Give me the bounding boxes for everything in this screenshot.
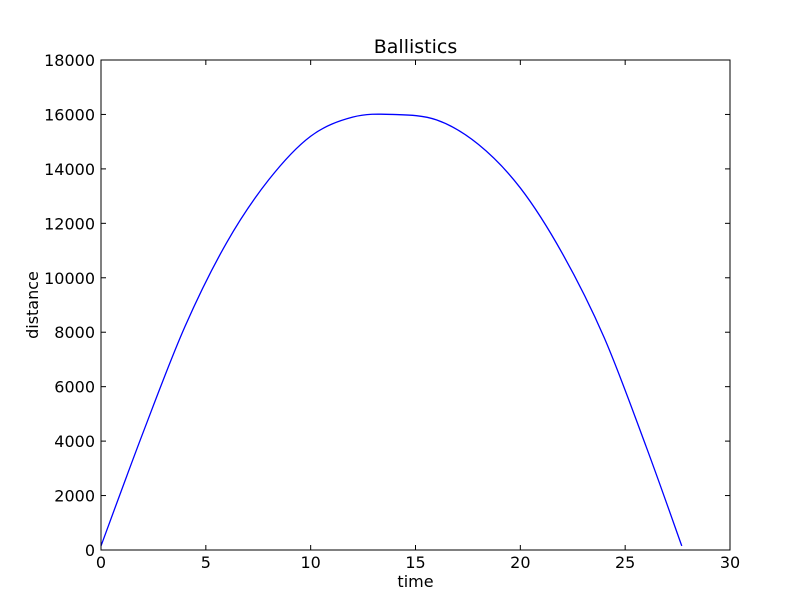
series-line [100,113,683,547]
y-tick-label: 10000 [44,269,95,288]
x-tick-label: 10 [300,553,320,572]
x-tick-label: 30 [720,553,740,572]
tick-labels: 0 5 10 15 20 25 30 0 2000 4000 6000 8000 10000 12000 1… [44,51,740,572]
x-tick-label: 25 [615,553,635,572]
y-tick-label: 0 [85,541,95,560]
y-tick-label: 6000 [54,378,95,397]
y-tick-label: 12000 [44,214,95,233]
chart-title: Ballistics [374,36,458,58]
x-axis-label: time [397,572,433,591]
y-axis-label: distance [23,271,42,339]
y-tick-label: 18000 [44,51,95,70]
x-tick-label: 5 [201,553,211,572]
y-tick-label: 4000 [54,432,95,451]
x-tick-label: 15 [405,553,425,572]
y-tick-label: 8000 [54,323,95,342]
x-tick-label: 0 [96,553,106,572]
y-tick-label: 16000 [44,105,95,124]
y-tick-label: 2000 [54,487,95,506]
x-tick-label: 20 [510,553,530,572]
series-group [100,113,683,547]
plot-frame [100,59,731,551]
y-tick-label: 14000 [44,160,95,179]
